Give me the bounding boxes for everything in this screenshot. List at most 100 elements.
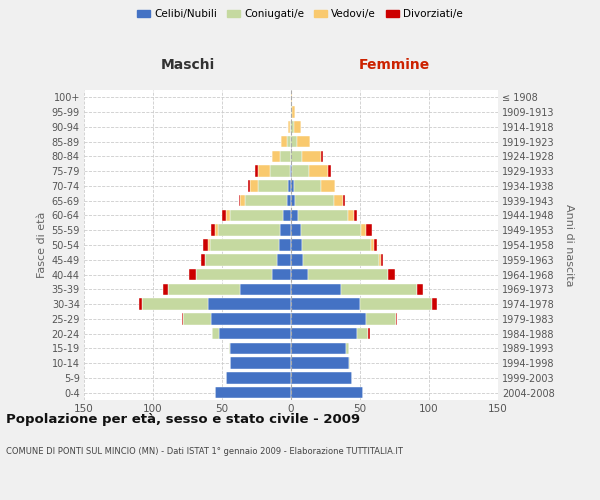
Bar [357,328,368,340]
Bar [196,269,272,280]
Bar [272,269,291,280]
Bar [280,224,291,236]
Bar [239,195,240,206]
Bar [328,166,331,177]
Bar [291,387,363,398]
Bar [218,224,280,236]
Bar [248,180,250,192]
Bar [205,254,277,266]
Bar [361,224,365,236]
Y-axis label: Fasce di età: Fasce di età [37,212,47,278]
Bar [211,313,291,324]
Bar [291,328,357,340]
Bar [308,269,388,280]
Bar [203,239,208,251]
Bar [280,150,291,162]
Bar [296,136,310,147]
Bar [291,239,302,251]
Bar [240,195,245,206]
Bar [292,166,309,177]
Bar [365,224,373,236]
Bar [374,239,377,251]
Text: Maschi: Maschi [160,58,215,72]
Bar [291,195,295,206]
Bar [290,166,291,177]
Bar [290,121,291,132]
Bar [215,224,218,236]
Bar [416,284,424,295]
Bar [294,180,322,192]
Bar [287,136,291,147]
Bar [298,210,347,221]
Bar [182,313,184,324]
Bar [291,106,292,118]
Bar [258,166,271,177]
Bar [168,284,240,295]
Bar [343,195,345,206]
Bar [309,166,328,177]
Bar [291,269,308,280]
Bar [272,150,280,162]
Bar [291,210,298,221]
Bar [291,180,294,192]
Bar [209,239,278,251]
Bar [226,372,291,384]
Bar [212,328,219,340]
Bar [258,180,288,192]
Bar [230,358,291,369]
Bar [292,106,295,118]
Bar [291,342,346,354]
Bar [291,121,294,132]
Bar [163,284,168,295]
Bar [250,180,258,192]
Bar [139,298,142,310]
Bar [291,224,301,236]
Bar [219,328,291,340]
Bar [295,195,334,206]
Bar [222,210,226,221]
Bar [208,239,209,251]
Bar [347,210,355,221]
Bar [287,195,291,206]
Bar [365,313,396,324]
Bar [291,358,349,369]
Bar [255,166,258,177]
Bar [226,210,230,221]
Bar [371,239,374,251]
Bar [189,269,196,280]
Text: COMUNE DI PONTI SUL MINCIO (MN) - Dati ISTAT 1° gennaio 2009 - Elaborazione TUTT: COMUNE DI PONTI SUL MINCIO (MN) - Dati I… [6,448,403,456]
Bar [334,195,343,206]
Bar [346,342,349,354]
Bar [229,342,230,354]
Bar [291,150,302,162]
Bar [271,166,290,177]
Bar [355,210,357,221]
Bar [291,313,365,324]
Bar [142,298,208,310]
Bar [322,150,323,162]
Bar [302,150,322,162]
Bar [283,210,291,221]
Bar [291,284,341,295]
Bar [230,210,283,221]
Bar [288,180,291,192]
Bar [291,136,296,147]
Bar [379,254,381,266]
Bar [322,180,335,192]
Bar [291,372,352,384]
Bar [278,239,291,251]
Bar [396,313,397,324]
Bar [294,121,301,132]
Bar [432,298,437,310]
Bar [304,254,379,266]
Bar [291,166,292,177]
Bar [368,328,370,340]
Bar [208,298,291,310]
Text: Popolazione per età, sesso e stato civile - 2009: Popolazione per età, sesso e stato civil… [6,412,360,426]
Bar [184,313,211,324]
Bar [211,224,215,236]
Bar [291,254,304,266]
Bar [288,121,290,132]
Y-axis label: Anni di nascita: Anni di nascita [565,204,574,286]
Bar [381,254,383,266]
